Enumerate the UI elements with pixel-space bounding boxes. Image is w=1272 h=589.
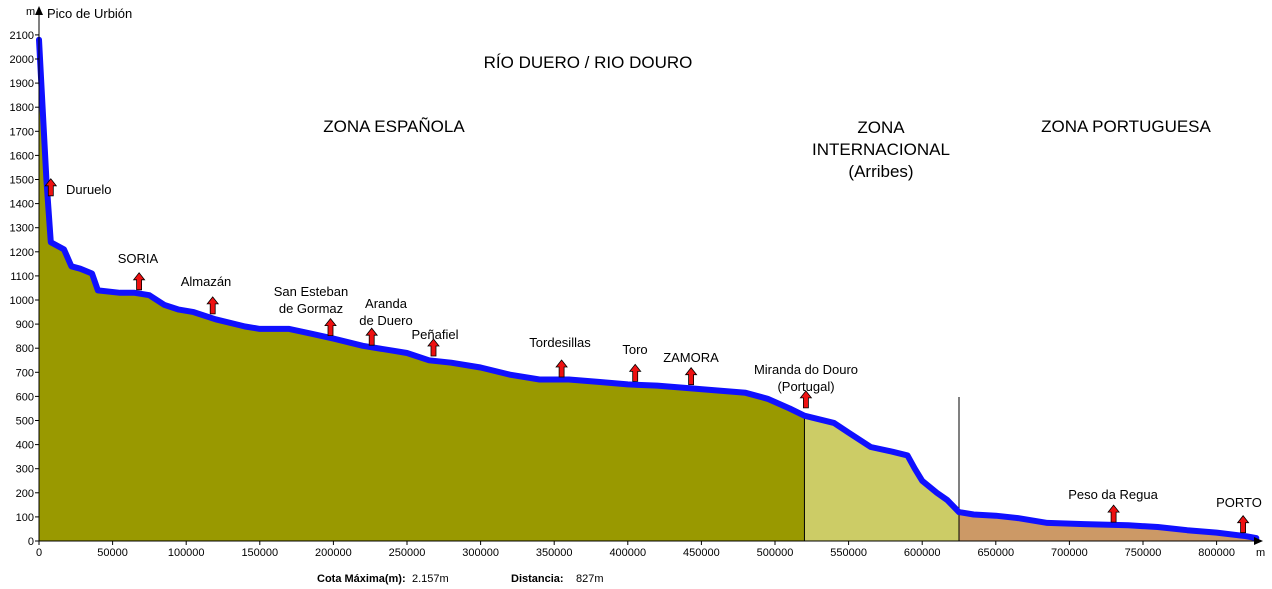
source-label: Pico de Urbión <box>47 6 132 21</box>
zone-label-spanish: ZONA ESPAÑOLA <box>323 117 465 136</box>
x-tick-label: 250000 <box>389 547 426 559</box>
y-tick-label: 2000 <box>10 54 34 66</box>
city-label-tordesillas: Tordesillas <box>529 335 591 350</box>
y-ticks: 0 100 200 300 400 500 600 700 800 900 1000 1100 1200… <box>10 30 39 548</box>
y-tick-label: 300 <box>16 464 34 476</box>
river-line <box>36 36 1260 542</box>
city-markers <box>44 178 1250 534</box>
city-label-toro: Toro <box>622 342 647 357</box>
y-tick-label: 1100 <box>10 271 34 283</box>
y-tick-label: 0 <box>28 536 34 548</box>
city-label-zamora: ZAMORA <box>663 350 719 365</box>
city-label-miranda-1: Miranda do Douro <box>754 362 858 377</box>
city-label-duruelo: Duruelo <box>66 182 112 197</box>
river-line-group <box>36 36 1260 542</box>
y-tick-label: 2100 <box>10 30 34 42</box>
city-marker <box>324 317 337 337</box>
y-tick-label: 600 <box>16 391 34 403</box>
chart-title: RÍO DUERO / RIO DOURO <box>484 53 693 72</box>
zone-label-international-3: (Arribes) <box>848 162 913 181</box>
city-marker <box>555 359 568 378</box>
y-tick-label: 100 <box>16 512 34 524</box>
x-ticks: 0 50000 100000 150000 200000 250000 300000 3500… <box>36 541 1235 559</box>
city-marker <box>365 327 379 346</box>
zone-label-portuguese: ZONA PORTUGUESA <box>1041 117 1211 136</box>
x-tick-label: 50000 <box>97 547 128 559</box>
city-label-porto: PORTO <box>1216 495 1262 510</box>
city-label-almazan: Almazán <box>181 274 232 289</box>
city-label-aranda-1: Aranda <box>365 296 408 311</box>
city-marker <box>628 363 642 382</box>
x-tick-label: 750000 <box>1125 547 1162 559</box>
y-tick-label: 1900 <box>10 78 34 90</box>
city-marker <box>206 296 220 315</box>
x-tick-label: 650000 <box>977 547 1014 559</box>
x-tick-label: 600000 <box>904 547 941 559</box>
x-unit-label: m <box>1256 547 1265 559</box>
x-tick-label: 150000 <box>241 547 278 559</box>
zone-areas <box>39 39 1257 541</box>
city-marker <box>799 390 813 409</box>
city-label-san-esteban-2: de Gormaz <box>279 301 343 316</box>
y-tick-label: 1500 <box>10 175 34 187</box>
x-tick-label: 800000 <box>1198 547 1235 559</box>
x-tick-label: 550000 <box>830 547 867 559</box>
footer-cota-value: 2.157m <box>412 573 449 585</box>
city-label-penafiel: Peñafiel <box>412 327 459 342</box>
zone-boundaries <box>803 397 960 541</box>
city-marker <box>684 367 698 386</box>
city-label-aranda-2: de Duero <box>359 313 412 328</box>
city-label-san-esteban-1: San Esteban <box>274 284 348 299</box>
y-tick-label: 500 <box>16 416 34 428</box>
zone-area-0 <box>39 39 805 541</box>
y-tick-label: 1400 <box>10 199 34 211</box>
x-tick-label: 300000 <box>462 547 499 559</box>
y-axis-arrow <box>35 6 43 15</box>
x-tick-label: 100000 <box>168 547 205 559</box>
y-tick-label: 1700 <box>10 126 34 138</box>
x-tick-label: 0 <box>36 547 42 559</box>
x-tick-label: 400000 <box>609 547 646 559</box>
footer-distancia-label: Distancia: <box>511 573 564 585</box>
footer-cota-label: Cota Máxima(m): <box>317 573 406 585</box>
x-tick-label: 200000 <box>315 547 352 559</box>
zone-area-1 <box>804 415 959 541</box>
zone-label-international-1: ZONA <box>857 118 905 137</box>
city-label-miranda-2: (Portugal) <box>777 379 834 394</box>
y-tick-label: 900 <box>16 319 34 331</box>
y-tick-label: 1000 <box>10 295 34 307</box>
city-marker <box>427 338 440 357</box>
y-tick-label: 1200 <box>10 247 34 259</box>
y-tick-label: 700 <box>16 367 34 379</box>
y-tick-label: 1300 <box>10 223 34 235</box>
y-tick-label: 800 <box>16 343 34 355</box>
y-unit-label: m <box>26 6 35 18</box>
y-tick-label: 200 <box>16 488 34 500</box>
city-label-peso-da-regua: Peso da Regua <box>1068 487 1158 502</box>
footer-distancia-value: 827m <box>576 573 604 585</box>
x-tick-label: 500000 <box>757 547 794 559</box>
x-tick-label: 350000 <box>536 547 573 559</box>
x-tick-label: 700000 <box>1051 547 1088 559</box>
city-marker <box>44 178 58 197</box>
y-tick-label: 400 <box>16 440 34 452</box>
zone-label-international-2: INTERNACIONAL <box>812 140 950 159</box>
x-tick-label: 450000 <box>683 547 720 559</box>
city-marker <box>1107 504 1120 523</box>
y-tick-label: 1800 <box>10 102 34 114</box>
city-marker <box>1236 515 1250 534</box>
y-tick-label: 1600 <box>10 150 34 162</box>
city-marker <box>132 272 146 291</box>
x-axis-arrow <box>1254 537 1263 545</box>
city-label-soria: SORIA <box>118 251 159 266</box>
